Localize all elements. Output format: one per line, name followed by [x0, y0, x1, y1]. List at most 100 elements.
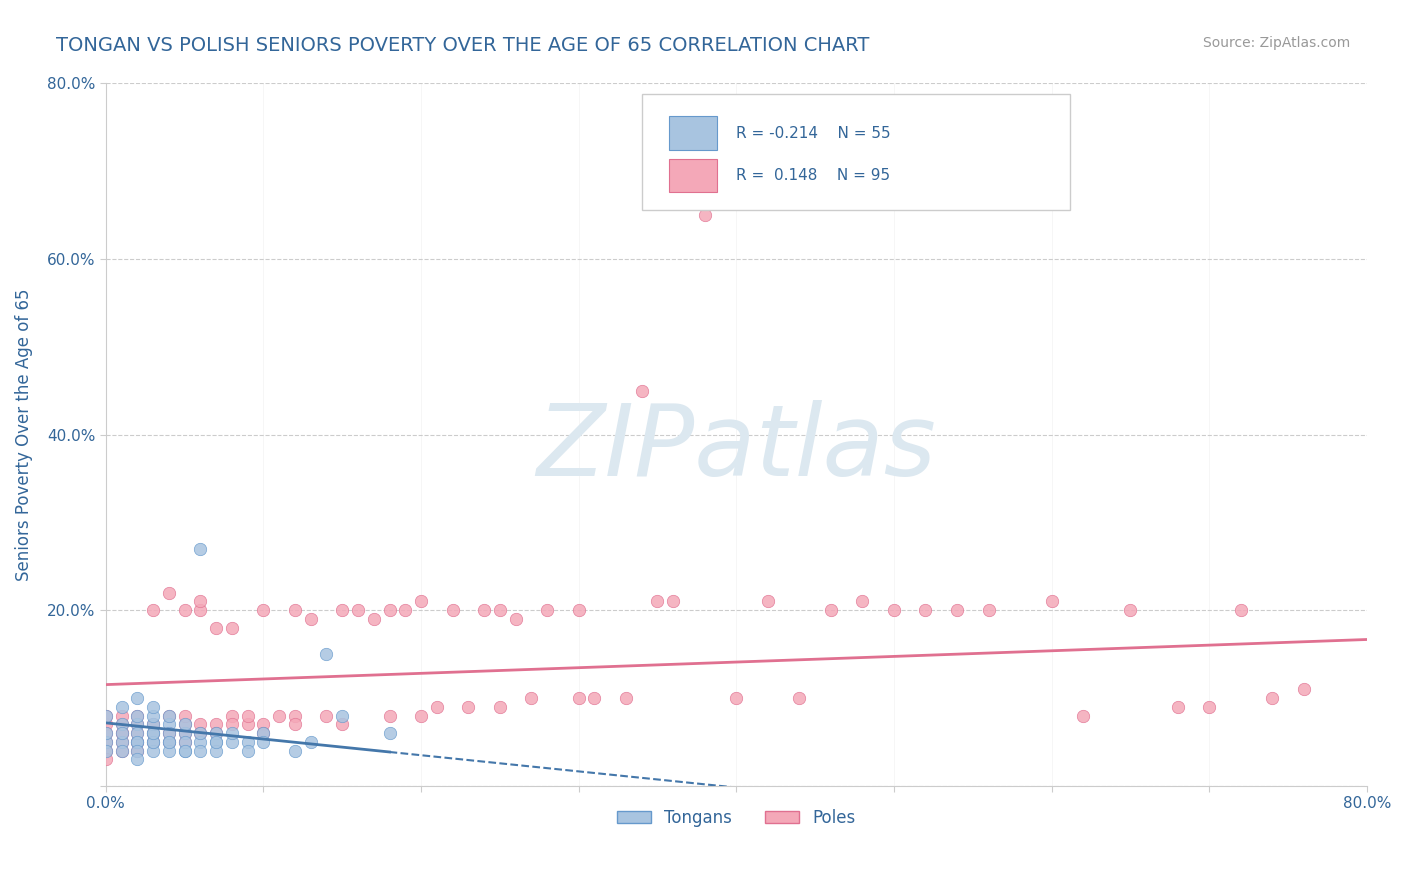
Point	[157, 735, 180, 749]
FancyBboxPatch shape	[669, 159, 717, 193]
Point	[457, 699, 479, 714]
Point	[472, 603, 495, 617]
Point	[94, 726, 117, 740]
Point	[409, 708, 432, 723]
Point	[205, 621, 228, 635]
Point	[1167, 699, 1189, 714]
Point	[127, 726, 149, 740]
Point	[157, 585, 180, 599]
Point	[127, 708, 149, 723]
Point	[330, 603, 353, 617]
Point	[94, 735, 117, 749]
Point	[236, 744, 259, 758]
Point	[127, 735, 149, 749]
Point	[127, 735, 149, 749]
Point	[426, 699, 449, 714]
Point	[568, 691, 591, 706]
Point	[190, 603, 212, 617]
Point	[142, 735, 165, 749]
Point	[1229, 603, 1251, 617]
Point	[205, 744, 228, 758]
Point	[110, 708, 132, 723]
Point	[173, 735, 195, 749]
Point	[190, 735, 212, 749]
Point	[157, 735, 180, 749]
Point	[252, 717, 274, 731]
Point	[252, 603, 274, 617]
Point	[110, 726, 132, 740]
Text: Source: ZipAtlas.com: Source: ZipAtlas.com	[1202, 36, 1350, 50]
Point	[236, 735, 259, 749]
Point	[205, 735, 228, 749]
Point	[173, 735, 195, 749]
Point	[378, 708, 401, 723]
Point	[142, 726, 165, 740]
Point	[142, 603, 165, 617]
Point	[1071, 708, 1094, 723]
Point	[94, 708, 117, 723]
Point	[489, 603, 512, 617]
Point	[157, 717, 180, 731]
Point	[127, 691, 149, 706]
Point	[756, 594, 779, 608]
Point	[190, 594, 212, 608]
Point	[315, 708, 337, 723]
Point	[205, 726, 228, 740]
Legend: Tongans, Poles: Tongans, Poles	[610, 802, 862, 834]
Point	[127, 717, 149, 731]
Point	[173, 744, 195, 758]
Text: TONGAN VS POLISH SENIORS POVERTY OVER THE AGE OF 65 CORRELATION CHART: TONGAN VS POLISH SENIORS POVERTY OVER TH…	[56, 36, 870, 54]
Point	[789, 691, 811, 706]
Point	[127, 752, 149, 766]
Text: R = -0.214    N = 55: R = -0.214 N = 55	[737, 126, 891, 141]
Point	[299, 735, 322, 749]
Point	[269, 708, 291, 723]
Point	[1292, 682, 1315, 697]
Y-axis label: Seniors Poverty Over the Age of 65: Seniors Poverty Over the Age of 65	[15, 288, 32, 581]
Point	[284, 744, 307, 758]
Point	[94, 708, 117, 723]
Point	[647, 594, 669, 608]
Point	[142, 744, 165, 758]
Point	[94, 744, 117, 758]
Point	[505, 612, 527, 626]
Point	[190, 744, 212, 758]
Point	[157, 735, 180, 749]
Point	[299, 612, 322, 626]
Text: R =  0.148    N = 95: R = 0.148 N = 95	[737, 168, 890, 183]
Point	[110, 744, 132, 758]
Point	[252, 726, 274, 740]
Point	[190, 726, 212, 740]
Point	[205, 726, 228, 740]
Point	[205, 735, 228, 749]
Point	[142, 726, 165, 740]
Text: ZIPatlas: ZIPatlas	[536, 401, 936, 497]
Point	[946, 603, 969, 617]
Point	[378, 726, 401, 740]
Point	[284, 603, 307, 617]
Point	[157, 708, 180, 723]
Point	[725, 691, 748, 706]
Point	[914, 603, 936, 617]
Point	[662, 594, 685, 608]
Point	[173, 717, 195, 731]
Point	[221, 735, 243, 749]
Point	[441, 603, 464, 617]
Point	[110, 717, 132, 731]
Point	[142, 735, 165, 749]
Point	[142, 699, 165, 714]
Point	[110, 726, 132, 740]
Point	[536, 603, 558, 617]
Point	[284, 717, 307, 731]
Point	[94, 735, 117, 749]
Point	[820, 603, 842, 617]
FancyBboxPatch shape	[669, 117, 717, 150]
Point	[583, 691, 606, 706]
Point	[94, 717, 117, 731]
Point	[110, 735, 132, 749]
Point	[977, 603, 1000, 617]
Point	[252, 726, 274, 740]
Point	[157, 726, 180, 740]
Point	[110, 744, 132, 758]
Point	[127, 726, 149, 740]
